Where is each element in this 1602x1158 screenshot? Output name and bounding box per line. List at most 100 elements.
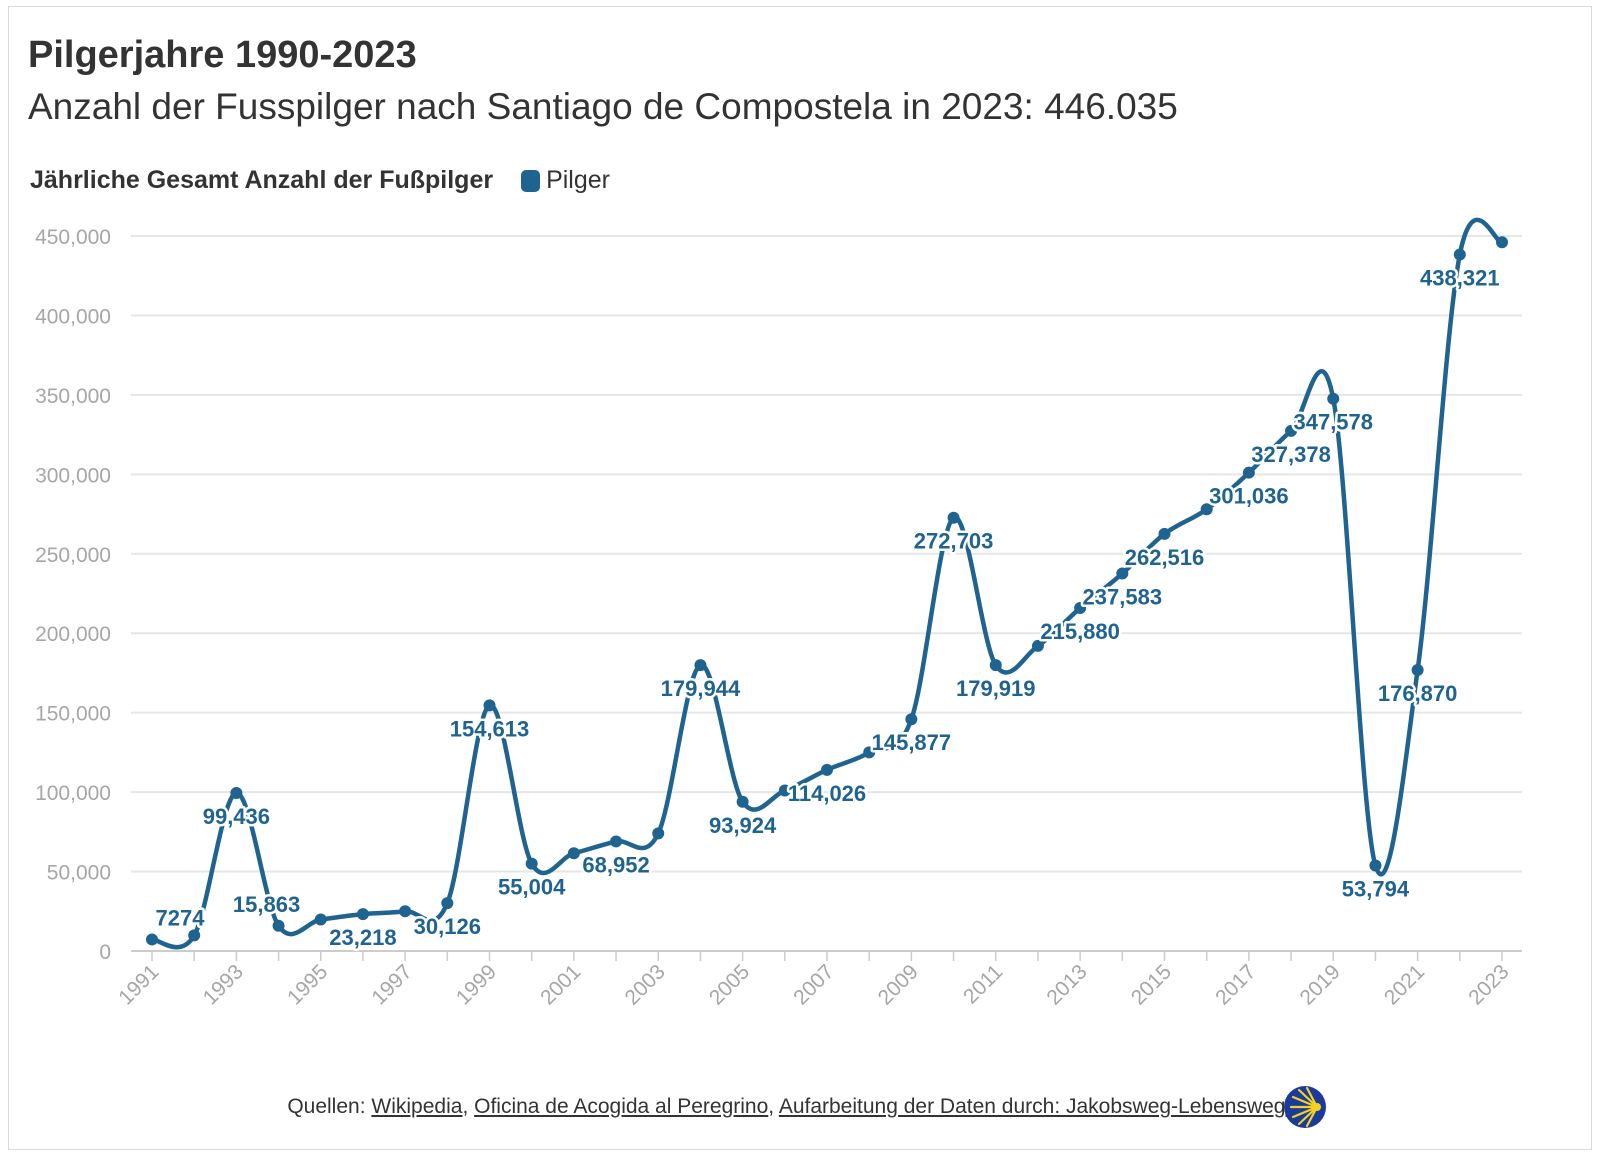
data-point[interactable] xyxy=(1369,859,1382,872)
data-label: 327,378 xyxy=(1251,442,1331,467)
legend: Jährliche Gesamt Anzahl der Fußpilger Pi… xyxy=(30,166,610,195)
x-tick-label: 2009 xyxy=(874,960,923,1009)
data-point[interactable] xyxy=(1285,424,1298,437)
data-point[interactable] xyxy=(272,919,285,932)
data-label: 23,218 xyxy=(329,925,396,950)
data-point[interactable] xyxy=(1116,567,1129,580)
data-point[interactable] xyxy=(1453,248,1466,261)
scallop-shell-sun-icon xyxy=(1284,1086,1326,1128)
data-label-halo: 154,613 xyxy=(450,716,530,741)
data-label-halo: 176,870 xyxy=(1378,681,1458,706)
source-link-oficina[interactable]: Oficina de Acogida al Peregrino xyxy=(474,1095,769,1118)
data-label: 179,944 xyxy=(661,676,741,701)
x-tick-label: 2013 xyxy=(1042,960,1091,1009)
data-point[interactable] xyxy=(230,787,243,800)
data-point[interactable] xyxy=(1496,236,1508,249)
data-label-halo: 179,919 xyxy=(956,676,1036,701)
data-point[interactable] xyxy=(652,827,665,840)
data-label-halo: 114,026 xyxy=(788,781,866,806)
data-label-halo: 215,880 xyxy=(1040,619,1120,644)
data-label-halo: 237,583 xyxy=(1083,585,1163,610)
data-label: 53,794 xyxy=(1342,877,1410,902)
data-label: 145,877 xyxy=(872,730,952,755)
sources-prefix: Quellen: xyxy=(287,1095,372,1118)
data-point[interactable] xyxy=(399,905,412,918)
data-label: 30,126 xyxy=(414,914,481,939)
data-point[interactable] xyxy=(1242,466,1255,479)
y-tick-label: 250,000 xyxy=(35,544,111,567)
data-point[interactable] xyxy=(314,913,327,926)
series-line-pilger xyxy=(149,217,1505,950)
data-point[interactable] xyxy=(1158,527,1171,540)
data-label: 215,880 xyxy=(1040,619,1120,644)
data-point[interactable] xyxy=(778,784,791,797)
data-label: 93,924 xyxy=(709,813,777,838)
x-tick-label: 2007 xyxy=(789,960,838,1009)
data-point[interactable] xyxy=(863,746,876,759)
chart-frame xyxy=(8,6,1592,1150)
chart-subtitle: Anzahl der Fusspilger nach Santiago de C… xyxy=(28,86,1178,127)
sources-footer: Quellen: Wikipedia, Oficina de Acogida a… xyxy=(0,1095,1602,1119)
y-tick-label: 300,000 xyxy=(35,464,111,487)
data-point[interactable] xyxy=(989,659,1002,672)
source-link-wikipedia[interactable]: Wikipedia xyxy=(371,1095,463,1118)
data-point[interactable] xyxy=(736,795,749,808)
data-label-halo: 327,378 xyxy=(1251,442,1331,467)
data-label: 262,516 xyxy=(1125,545,1205,570)
data-label-halo: 23,218 xyxy=(329,925,396,950)
data-point[interactable] xyxy=(441,897,454,910)
data-point[interactable] xyxy=(1031,639,1044,652)
y-tick-label: 350,000 xyxy=(35,385,111,408)
data-point[interactable] xyxy=(1327,392,1340,405)
data-label-halo: 68,952 xyxy=(582,852,649,877)
data-label-halo: 15,863 xyxy=(233,892,300,917)
legend-series-label[interactable]: Pilger xyxy=(546,166,610,194)
line-chart: 0 50,000 100,000 150,000 200,000 250,000 300,0… xyxy=(35,217,1522,1010)
y-tick-label: 400,000 xyxy=(35,305,111,328)
data-label-halo: 347,578 xyxy=(1293,410,1373,435)
legend-swatch[interactable] xyxy=(521,169,541,192)
data-point[interactable] xyxy=(188,929,201,942)
y-tick-label: 50,000 xyxy=(47,862,111,885)
data-point[interactable] xyxy=(1200,503,1213,516)
data-label: 301,036 xyxy=(1209,484,1289,509)
x-tick-label: 2005 xyxy=(705,960,754,1009)
x-tick-label: 1997 xyxy=(367,960,416,1009)
data-label-halo: 99,436 xyxy=(203,804,270,829)
data-label: 272,703 xyxy=(914,529,994,554)
x-tick-label: 2019 xyxy=(1295,960,1344,1009)
data-point[interactable] xyxy=(146,933,158,946)
data-label: 55,004 xyxy=(498,875,566,900)
data-label-halo: 53,794 xyxy=(1342,877,1410,902)
data-point[interactable] xyxy=(525,857,538,870)
chart-title: Pilgerjahre 1990-2023 xyxy=(28,34,417,76)
data-point[interactable] xyxy=(610,835,623,848)
data-label: 438,321 xyxy=(1420,266,1500,291)
data-point[interactable] xyxy=(567,847,580,860)
data-point[interactable] xyxy=(694,659,707,672)
data-label: 237,583 xyxy=(1083,585,1163,610)
data-point[interactable] xyxy=(483,699,496,712)
y-tick-label: 150,000 xyxy=(35,703,111,726)
y-tick-label: 200,000 xyxy=(35,623,111,646)
data-label-halo: 262,516 xyxy=(1125,545,1205,570)
data-label-halo: 7274 xyxy=(156,905,206,930)
data-label-halo: 438,321 xyxy=(1420,266,1500,291)
data-point[interactable] xyxy=(905,713,918,726)
x-tick-label: 2003 xyxy=(620,960,669,1009)
data-label-halo: 301,036 xyxy=(1209,484,1289,509)
data-point[interactable] xyxy=(821,763,833,776)
x-tick-label: 1995 xyxy=(283,960,332,1009)
data-point[interactable] xyxy=(1074,601,1087,614)
data-point[interactable] xyxy=(356,908,369,921)
data-point[interactable] xyxy=(947,511,960,524)
data-label: 99,436 xyxy=(203,804,270,829)
data-label: 15,863 xyxy=(233,892,300,917)
data-label-halo: 93,924 xyxy=(709,813,777,838)
source-separator: , xyxy=(462,1095,475,1118)
data-label: 68,952 xyxy=(582,852,649,877)
source-link-jakobsweg[interactable]: Aufarbeitung der Daten durch: Jakobsweg-… xyxy=(778,1095,1315,1118)
y-tick-label: 0 xyxy=(99,941,111,964)
source-separator: , xyxy=(768,1095,779,1118)
data-point[interactable] xyxy=(1411,663,1424,676)
